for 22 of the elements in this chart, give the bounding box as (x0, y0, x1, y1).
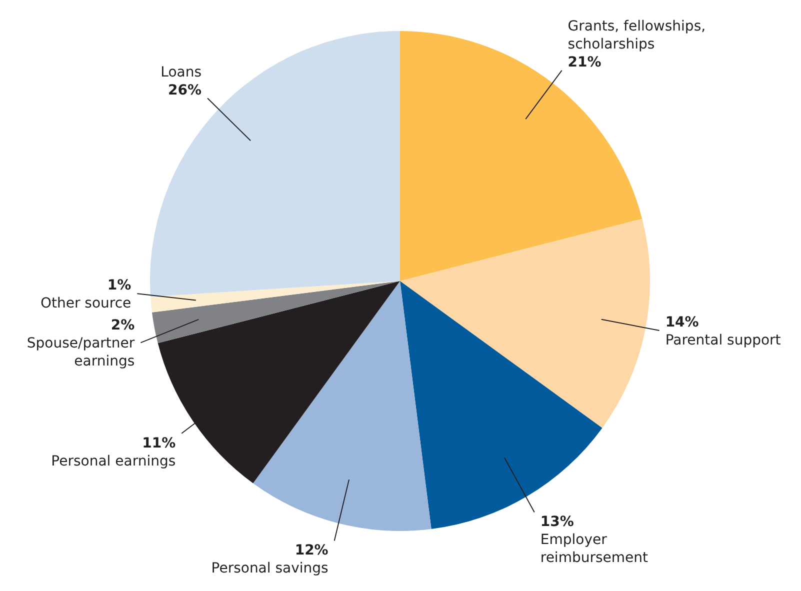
pie-slice (400, 281, 602, 530)
pie-slice (400, 218, 650, 428)
slice-label: Spouse/partner earnings (26, 336, 135, 370)
data-label: 14% (665, 314, 699, 330)
data-label: 2% (110, 318, 135, 334)
slice-label: Loans (160, 64, 202, 80)
pie-slice (150, 281, 400, 312)
data-label: 12% (294, 542, 328, 559)
data-label: 26% (168, 82, 202, 98)
data-label: 11% (142, 435, 176, 452)
pie-slice (150, 31, 400, 297)
pie-slice (152, 281, 400, 344)
data-label: 13% (540, 514, 574, 530)
slice-label: Personal savings (211, 560, 328, 577)
data-label: 1% (107, 278, 132, 294)
data-label: 21% (568, 54, 602, 70)
slice-label: Parental support (665, 332, 782, 348)
slice-label: Grants, fellowships, scholarships (568, 18, 706, 52)
slice-label: Personal earnings (51, 453, 176, 470)
slice-label: Other source (40, 296, 132, 312)
slice-label: Employer reimbursement (540, 532, 649, 566)
pie-slice (253, 281, 432, 531)
